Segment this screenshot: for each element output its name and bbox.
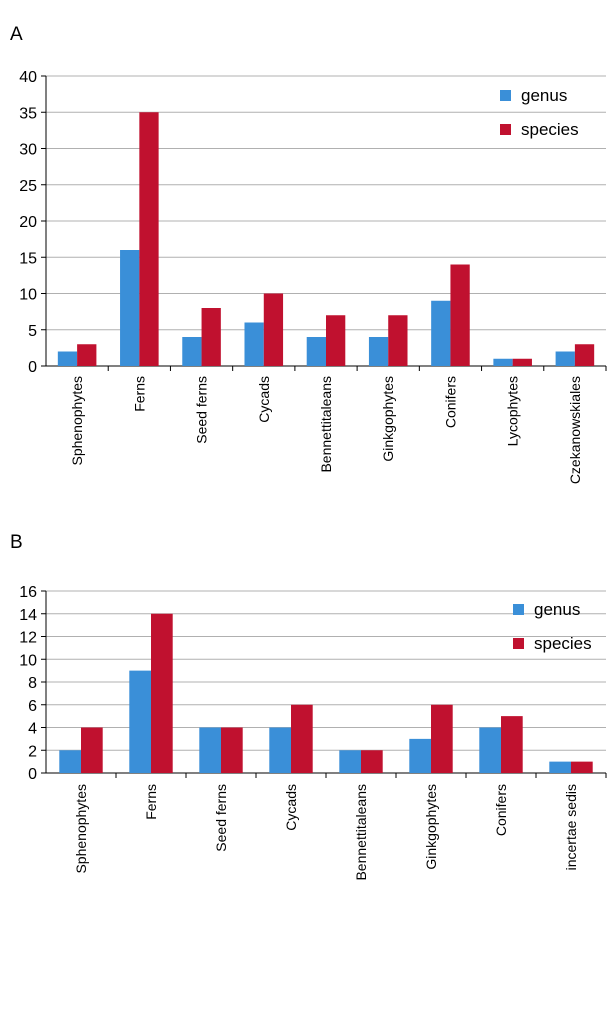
x-category-label: Seed ferns xyxy=(194,376,210,444)
panel-label: A xyxy=(10,24,23,45)
legend-swatch-species xyxy=(500,124,511,135)
y-tick-label: 35 xyxy=(19,105,37,122)
bar-species-czekanowskiales xyxy=(574,344,595,366)
bar-species-bennettitaleans xyxy=(361,750,383,773)
bar-genus-ginkgophytes xyxy=(409,738,431,773)
y-tick-label: 30 xyxy=(19,142,37,159)
x-category-label: Conifers xyxy=(493,784,509,836)
y-tick-label: 25 xyxy=(19,178,37,195)
chart-panel-a: A 0 5 10 15 20 25 30 35 40 Sphenophytes Ferns Seed f… xyxy=(10,24,607,484)
bar-species-sphenophytes xyxy=(77,344,97,366)
x-category-label: Cycads xyxy=(256,376,272,423)
legend-swatch-species xyxy=(513,638,524,649)
x-category-label: Sphenophytes xyxy=(73,784,89,874)
bar-species-cycads xyxy=(263,293,284,366)
legend-label-genus: genus xyxy=(521,86,567,105)
bar-species-sphenophytes xyxy=(81,727,103,773)
bar-genus-conifers xyxy=(431,300,451,366)
x-category-label: Ginkgophytes xyxy=(423,784,439,870)
y-tick-label: 14 xyxy=(19,607,37,624)
y-tick-label: 4 xyxy=(28,721,37,738)
bar-genus-ferns xyxy=(120,250,140,366)
legend-swatch-genus xyxy=(513,604,524,615)
y-tick-label: 2 xyxy=(28,743,37,760)
bar-genus-incertae-sedis xyxy=(549,761,571,773)
bar-species-incertae-sedis xyxy=(571,761,593,773)
y-tick-label: 6 xyxy=(28,698,37,715)
x-category-label: Lycophytes xyxy=(505,376,521,446)
y-tick-label: 8 xyxy=(28,675,37,692)
bar-genus-ferns xyxy=(129,670,151,773)
bar-genus-seed-ferns xyxy=(199,727,221,773)
x-category-label: Conifers xyxy=(442,376,458,428)
y-tick-label: 40 xyxy=(19,69,37,86)
x-category-label: Sphenophytes xyxy=(69,376,85,466)
y-tick-label: 10 xyxy=(19,652,37,669)
bar-species-conifers xyxy=(450,264,470,366)
panel-label: B xyxy=(10,532,23,553)
y-tick-label: 10 xyxy=(19,287,37,304)
y-tick-label: 0 xyxy=(28,766,37,783)
bar-genus-sphenophytes xyxy=(57,351,78,366)
y-tick-label: 16 xyxy=(19,584,37,601)
x-category-label: Bennettitaleans xyxy=(353,784,369,881)
y-tick-label: 20 xyxy=(19,214,37,231)
bar-species-bennettitaleans xyxy=(326,315,346,366)
x-category-label: Ferns xyxy=(143,784,159,820)
bar-species-conifers xyxy=(501,716,523,773)
x-category-label: Seed ferns xyxy=(213,784,229,852)
x-category-label: Czekanowskiales xyxy=(567,376,583,484)
bar-genus-sphenophytes xyxy=(59,750,81,773)
bar-species-ferns xyxy=(151,613,173,773)
legend: genus species xyxy=(513,600,592,653)
bar-species-seed-ferns xyxy=(201,308,221,366)
bar-genus-bennettitaleans xyxy=(306,337,326,366)
bar-genus-ginkgophytes xyxy=(368,337,389,366)
bar-species-ginkgophytes xyxy=(431,704,453,773)
legend-label-species: species xyxy=(534,634,592,653)
bar-species-ferns xyxy=(139,112,159,366)
bar-species-lycophytes xyxy=(512,358,532,366)
bar-species-ginkgophytes xyxy=(388,315,408,366)
bar-genus-cycads xyxy=(269,727,291,773)
y-tick-label: 0 xyxy=(28,359,37,376)
x-category-label: incertae sedis xyxy=(563,784,579,870)
y-tick-label: 5 xyxy=(28,323,37,340)
x-category-label: Ferns xyxy=(131,376,147,412)
legend: genus species xyxy=(500,86,579,139)
bar-genus-seed-ferns xyxy=(182,337,202,366)
y-tick-label: 15 xyxy=(19,250,37,267)
x-category-label: Cycads xyxy=(283,784,299,831)
x-category-label: Ginkgophytes xyxy=(380,376,396,462)
legend-label-species: species xyxy=(521,120,579,139)
bar-species-cycads xyxy=(291,704,313,773)
x-category-label: Bennettitaleans xyxy=(318,376,334,473)
legend-label-genus: genus xyxy=(534,600,580,619)
bar-genus-cycads xyxy=(244,322,264,366)
bar-species-seed-ferns xyxy=(221,727,243,773)
bar-genus-czekanowskiales xyxy=(555,351,575,366)
bar-genus-bennettitaleans xyxy=(339,750,361,773)
legend-swatch-genus xyxy=(500,90,511,101)
chart-panel-b: B 0 2 4 6 8 10 12 14 16 Sphenophytes Ferns Seed fern… xyxy=(10,532,607,881)
bar-genus-conifers xyxy=(479,727,501,773)
y-tick-label: 12 xyxy=(19,630,37,647)
bar-genus-lycophytes xyxy=(493,358,513,366)
